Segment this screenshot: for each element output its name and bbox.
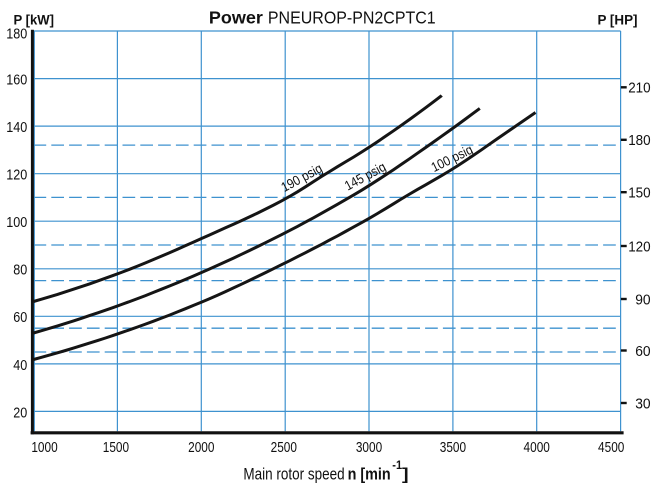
svg-text:Power: Power — [209, 8, 263, 28]
svg-text:]: ] — [402, 465, 409, 484]
svg-text:2000: 2000 — [188, 440, 214, 456]
svg-text:3500: 3500 — [440, 440, 466, 456]
svg-text:90: 90 — [635, 292, 650, 308]
svg-text:2500: 2500 — [271, 440, 297, 456]
svg-text:60: 60 — [635, 344, 650, 360]
svg-text:160: 160 — [6, 73, 27, 89]
svg-text:180: 180 — [6, 26, 27, 42]
svg-text:1000: 1000 — [31, 440, 57, 456]
svg-text:150: 150 — [628, 186, 650, 202]
svg-text:180: 180 — [628, 133, 650, 149]
svg-text:30: 30 — [635, 396, 650, 412]
svg-text:Main rotor speed: Main rotor speed — [243, 465, 344, 484]
svg-text:P [kW]: P [kW] — [14, 13, 55, 28]
svg-text:4000: 4000 — [524, 440, 550, 456]
svg-text:-1: -1 — [392, 458, 402, 472]
svg-text:1500: 1500 — [103, 440, 129, 456]
svg-text:PNEUROP-PN2CPTC1: PNEUROP-PN2CPTC1 — [268, 8, 436, 28]
svg-text:40: 40 — [13, 358, 27, 374]
svg-text:n [min: n [min — [348, 465, 391, 484]
svg-text:3000: 3000 — [356, 440, 382, 456]
svg-text:140: 140 — [6, 120, 27, 136]
svg-text:80: 80 — [13, 263, 27, 279]
svg-text:120: 120 — [6, 168, 27, 184]
svg-text:120: 120 — [628, 239, 650, 255]
svg-text:60: 60 — [13, 310, 27, 326]
svg-text:100: 100 — [6, 215, 27, 231]
svg-text:P [HP]: P [HP] — [598, 13, 638, 28]
svg-text:20: 20 — [13, 405, 27, 421]
svg-text:210: 210 — [628, 81, 650, 97]
svg-text:4500: 4500 — [598, 440, 624, 456]
